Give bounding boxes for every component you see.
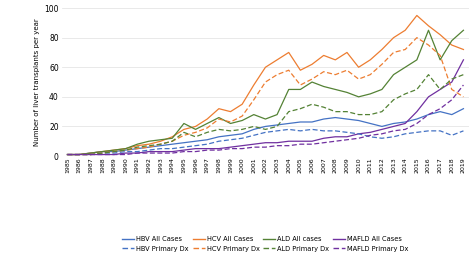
Y-axis label: Number of liver transplants per year: Number of liver transplants per year [34,18,40,146]
Legend: HBV All Cases, HBV Primary Dx, HCV All Cases, HCV Primary Dx, ALD All cases, ALD: HBV All Cases, HBV Primary Dx, HCV All C… [122,236,409,252]
